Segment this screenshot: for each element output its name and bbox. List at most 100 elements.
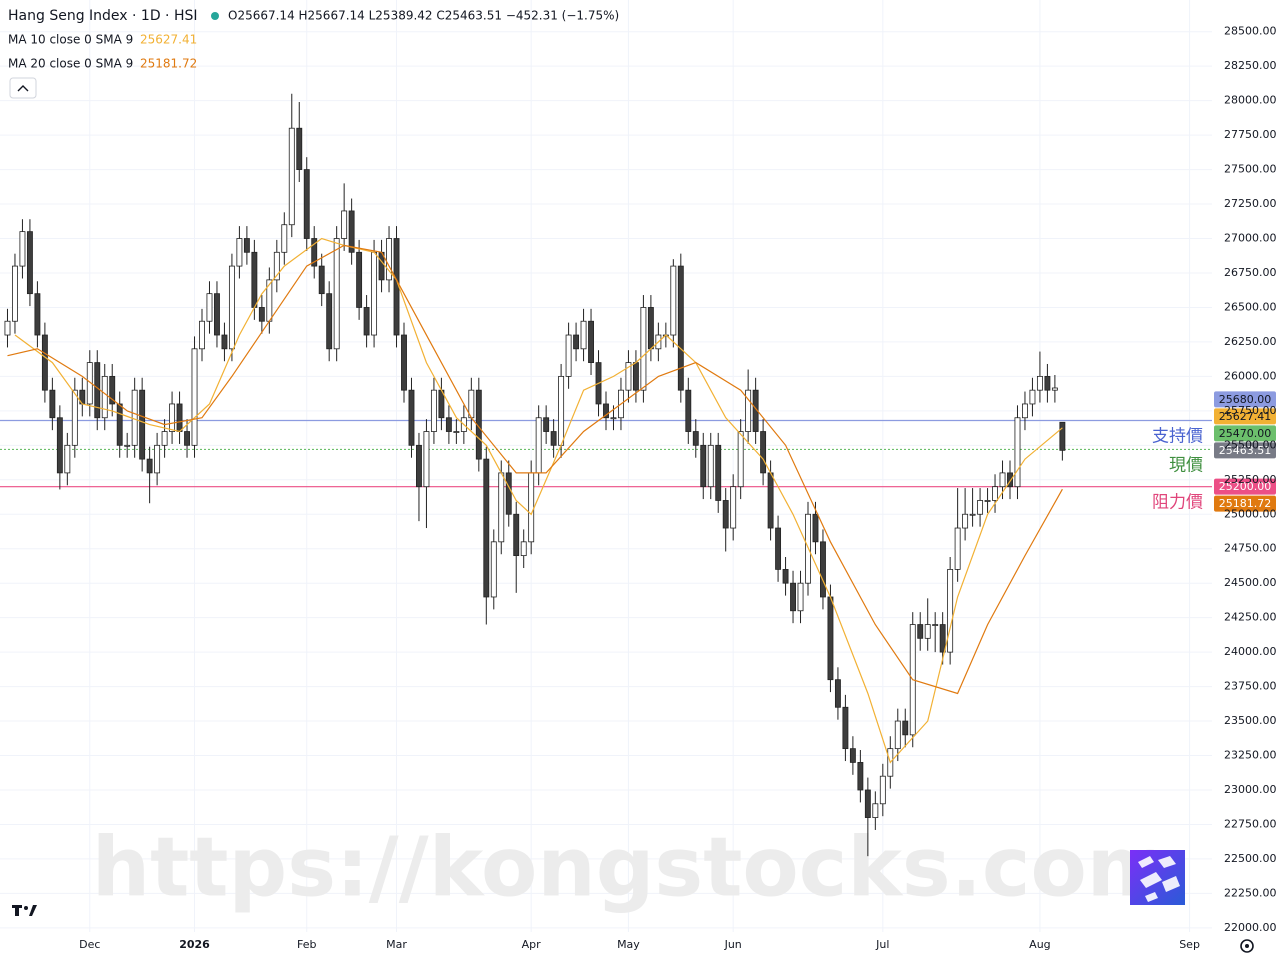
candle-body-down bbox=[176, 403, 183, 432]
y-tick-label: 23500.00 bbox=[1224, 714, 1277, 727]
settings-icon-core bbox=[1245, 944, 1249, 948]
candle-body-down bbox=[363, 307, 370, 336]
x-tick-label: Apr bbox=[522, 938, 542, 951]
y-tick-label: 22000.00 bbox=[1224, 921, 1277, 934]
tv-logo-t bbox=[12, 905, 22, 916]
collapse-button-frame[interactable] bbox=[9, 77, 37, 99]
price-tag-label: 25627.41 bbox=[1219, 410, 1272, 423]
candle-body-down bbox=[834, 679, 841, 708]
candle-body-up bbox=[625, 362, 632, 391]
candle-body-up bbox=[86, 362, 93, 405]
candle-body-up bbox=[1036, 375, 1043, 391]
candle-body-down bbox=[109, 375, 116, 405]
candle-body-up bbox=[640, 307, 647, 391]
y-tick-label: 23250.00 bbox=[1224, 749, 1277, 762]
candle-body-down bbox=[588, 320, 594, 363]
price-line-label: 現價 bbox=[1169, 455, 1203, 475]
candle-body-up bbox=[962, 513, 969, 529]
candle-body-down bbox=[184, 431, 190, 446]
y-tick-label: 25000.00 bbox=[1224, 507, 1277, 520]
price-tag-label: 25680.00 bbox=[1219, 393, 1272, 406]
tradingview-logo[interactable] bbox=[12, 905, 37, 916]
candle-body-up bbox=[19, 231, 26, 267]
candle-body-up bbox=[423, 431, 430, 488]
tv-logo-v bbox=[29, 905, 37, 916]
candle-body-down bbox=[677, 265, 684, 391]
candle-body-up bbox=[969, 513, 976, 516]
price-tags: 25680.00 25627.41 25470.00 25463.51 25200.00… bbox=[1214, 391, 1276, 512]
candle-body-up bbox=[558, 375, 565, 446]
candle-body-down bbox=[41, 334, 48, 391]
candle-body-down bbox=[408, 389, 415, 446]
y-tick-label: 26750.00 bbox=[1224, 266, 1277, 279]
candle-body-down bbox=[513, 513, 520, 557]
candle-body-up bbox=[1022, 403, 1028, 419]
candle-body-down bbox=[483, 458, 490, 598]
price-tag bbox=[1214, 425, 1276, 442]
candle-body-down bbox=[812, 513, 819, 543]
candle-body-down bbox=[94, 362, 101, 419]
y-tick-label: 26000.00 bbox=[1224, 369, 1277, 382]
site-logo bbox=[1130, 850, 1185, 905]
candle-body-up bbox=[745, 389, 752, 432]
ohlc-legend: O25667.14 H25667.14 L25389.42 C25463.51 … bbox=[228, 9, 619, 23]
candle-body-up bbox=[954, 527, 961, 570]
candle-body-down bbox=[505, 472, 512, 515]
candle-body-up bbox=[430, 389, 437, 432]
price-tag-label: 25200.00 bbox=[1219, 480, 1272, 493]
candle-body-up bbox=[191, 348, 198, 446]
candle-body-up bbox=[206, 293, 213, 322]
ma-line bbox=[7, 244, 1063, 695]
candle-body-up bbox=[947, 569, 954, 653]
x-tick-label: Dec bbox=[79, 938, 100, 951]
candle-body-down bbox=[296, 127, 303, 170]
candle-body-up bbox=[797, 582, 804, 612]
x-tick-label: Jul bbox=[875, 938, 889, 951]
y-tick-label: 26250.00 bbox=[1224, 335, 1277, 348]
y-tick-label: 27000.00 bbox=[1224, 232, 1277, 245]
candle-body-up bbox=[154, 444, 161, 474]
price-tag-label: 25470.00 bbox=[1219, 427, 1272, 440]
candle-body-up bbox=[273, 251, 280, 281]
candle-body-down bbox=[34, 293, 41, 336]
candle-body-down bbox=[348, 210, 355, 253]
candle-body-down bbox=[700, 444, 707, 488]
candle-body-down bbox=[251, 251, 258, 308]
candle-body-down bbox=[146, 458, 153, 474]
candle-body-down bbox=[1059, 421, 1066, 451]
candle-body-up bbox=[879, 775, 886, 805]
status-dot bbox=[211, 12, 219, 20]
candle-body-up bbox=[490, 541, 497, 598]
collapse-button[interactable] bbox=[9, 77, 37, 99]
candle-body-down bbox=[221, 334, 228, 350]
candle-body-down bbox=[820, 541, 826, 598]
x-tick-label: Aug bbox=[1029, 938, 1050, 951]
candle-body-down bbox=[116, 403, 123, 446]
candle-body-up bbox=[281, 224, 288, 253]
y-tick-label: 23000.00 bbox=[1224, 783, 1277, 796]
candle-body-up bbox=[707, 444, 714, 488]
candle-body-down bbox=[767, 472, 774, 529]
candle-body-down bbox=[790, 582, 796, 612]
candle-body-down bbox=[782, 569, 789, 584]
settings-button[interactable] bbox=[1240, 939, 1254, 953]
price-tag-label: 25181.72 bbox=[1219, 497, 1272, 510]
candle-body-down bbox=[939, 624, 946, 653]
candle-body-up bbox=[161, 431, 168, 446]
candle-body-up bbox=[737, 431, 744, 488]
candle-body-up bbox=[580, 320, 587, 350]
candle-body-down bbox=[393, 238, 400, 336]
candle-body-down bbox=[632, 362, 639, 391]
candle-body-down bbox=[1007, 472, 1013, 488]
price-tag bbox=[1214, 442, 1276, 459]
candle-body-up bbox=[1051, 387, 1058, 391]
candle-body-down bbox=[543, 417, 550, 432]
x-tick-label: 2026 bbox=[179, 938, 210, 951]
ma-legend-value: 25627.41 bbox=[140, 33, 197, 47]
candle-body-down bbox=[326, 293, 333, 350]
chart-title: Hang Seng Index · 1D · HSI bbox=[8, 8, 198, 24]
settings-icon[interactable] bbox=[1240, 939, 1254, 953]
y-tick-label: 24750.00 bbox=[1224, 542, 1277, 555]
candle-body-down bbox=[1044, 375, 1051, 391]
